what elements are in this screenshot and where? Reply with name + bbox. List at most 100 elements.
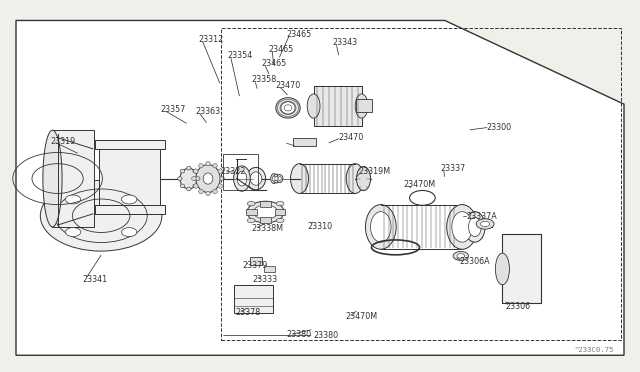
Ellipse shape: [212, 163, 218, 168]
Ellipse shape: [180, 169, 185, 173]
Ellipse shape: [281, 102, 295, 114]
Ellipse shape: [191, 176, 196, 181]
Ellipse shape: [220, 176, 225, 181]
Ellipse shape: [276, 174, 283, 183]
Ellipse shape: [250, 172, 262, 185]
Text: 23310: 23310: [307, 222, 332, 231]
Ellipse shape: [291, 164, 308, 193]
Text: 23465: 23465: [269, 45, 294, 54]
Ellipse shape: [196, 164, 220, 193]
Ellipse shape: [465, 212, 485, 242]
Ellipse shape: [186, 166, 191, 170]
Circle shape: [276, 218, 284, 223]
Ellipse shape: [206, 161, 210, 166]
Circle shape: [40, 180, 162, 251]
Circle shape: [247, 201, 255, 206]
Bar: [95, 205, 165, 214]
Ellipse shape: [198, 163, 204, 168]
Ellipse shape: [193, 184, 197, 188]
Ellipse shape: [273, 174, 280, 183]
Text: 23337A: 23337A: [466, 212, 497, 221]
Text: 23358: 23358: [252, 76, 276, 84]
Text: 23465: 23465: [287, 30, 312, 39]
Ellipse shape: [234, 166, 250, 191]
Text: 23465: 23465: [261, 60, 286, 68]
Text: 23470M: 23470M: [403, 180, 435, 189]
Ellipse shape: [495, 253, 509, 285]
Ellipse shape: [43, 130, 62, 227]
Circle shape: [247, 218, 255, 223]
Circle shape: [457, 254, 465, 258]
Circle shape: [453, 251, 468, 260]
Circle shape: [122, 228, 137, 237]
Text: 23470M: 23470M: [346, 312, 378, 321]
Bar: [293, 138, 316, 146]
Ellipse shape: [177, 177, 182, 180]
Ellipse shape: [193, 184, 198, 188]
Ellipse shape: [307, 94, 320, 118]
Text: 23380: 23380: [287, 330, 312, 339]
Text: 23470: 23470: [275, 81, 300, 90]
Ellipse shape: [271, 174, 277, 183]
Circle shape: [122, 195, 137, 204]
Text: 23337: 23337: [440, 164, 465, 173]
Bar: [356, 99, 372, 112]
Bar: [264, 266, 275, 272]
Ellipse shape: [246, 167, 266, 190]
Ellipse shape: [346, 164, 364, 193]
Ellipse shape: [356, 167, 371, 191]
Circle shape: [476, 219, 494, 229]
Text: 23341: 23341: [82, 275, 107, 284]
Circle shape: [65, 228, 81, 237]
Bar: [95, 140, 165, 149]
Text: 23357: 23357: [160, 105, 186, 114]
Ellipse shape: [218, 169, 223, 173]
Ellipse shape: [212, 189, 218, 194]
Ellipse shape: [180, 184, 185, 188]
Text: 23470: 23470: [338, 133, 363, 142]
Ellipse shape: [371, 212, 391, 242]
Text: 23322: 23322: [221, 167, 246, 176]
Ellipse shape: [218, 184, 223, 188]
Ellipse shape: [278, 177, 282, 180]
Bar: [52, 130, 94, 227]
Text: 23319M: 23319M: [358, 167, 390, 176]
Text: 23343: 23343: [333, 38, 358, 47]
Bar: [260, 201, 271, 207]
Circle shape: [276, 201, 284, 206]
Circle shape: [481, 221, 490, 227]
Text: 23306A: 23306A: [460, 257, 490, 266]
Text: 23354: 23354: [227, 51, 252, 60]
Ellipse shape: [468, 217, 481, 237]
Text: ^233C0.75: ^233C0.75: [575, 347, 614, 353]
Ellipse shape: [447, 205, 477, 249]
Bar: [502, 234, 541, 303]
Ellipse shape: [196, 177, 200, 180]
Ellipse shape: [355, 94, 368, 118]
Bar: [246, 209, 257, 215]
Text: 23333: 23333: [253, 275, 278, 284]
Bar: [221, 28, 621, 340]
Text: 23379: 23379: [242, 262, 268, 270]
Ellipse shape: [206, 191, 210, 196]
Ellipse shape: [253, 205, 278, 219]
Ellipse shape: [365, 205, 396, 249]
Text: 23363: 23363: [195, 107, 220, 116]
Bar: [223, 154, 258, 190]
Bar: [250, 257, 262, 265]
Ellipse shape: [247, 201, 284, 223]
Text: 23338M: 23338M: [252, 224, 284, 233]
Ellipse shape: [276, 98, 300, 118]
Ellipse shape: [237, 171, 247, 186]
Ellipse shape: [186, 187, 191, 191]
Text: 23380: 23380: [314, 331, 339, 340]
Polygon shape: [16, 20, 624, 355]
Bar: [234, 285, 273, 313]
Ellipse shape: [204, 173, 212, 184]
Text: 23300: 23300: [486, 123, 511, 132]
Text: 23319: 23319: [50, 137, 75, 146]
Text: 23378: 23378: [236, 308, 260, 317]
Ellipse shape: [452, 212, 472, 242]
Text: 23312: 23312: [198, 35, 223, 44]
Ellipse shape: [275, 176, 278, 181]
